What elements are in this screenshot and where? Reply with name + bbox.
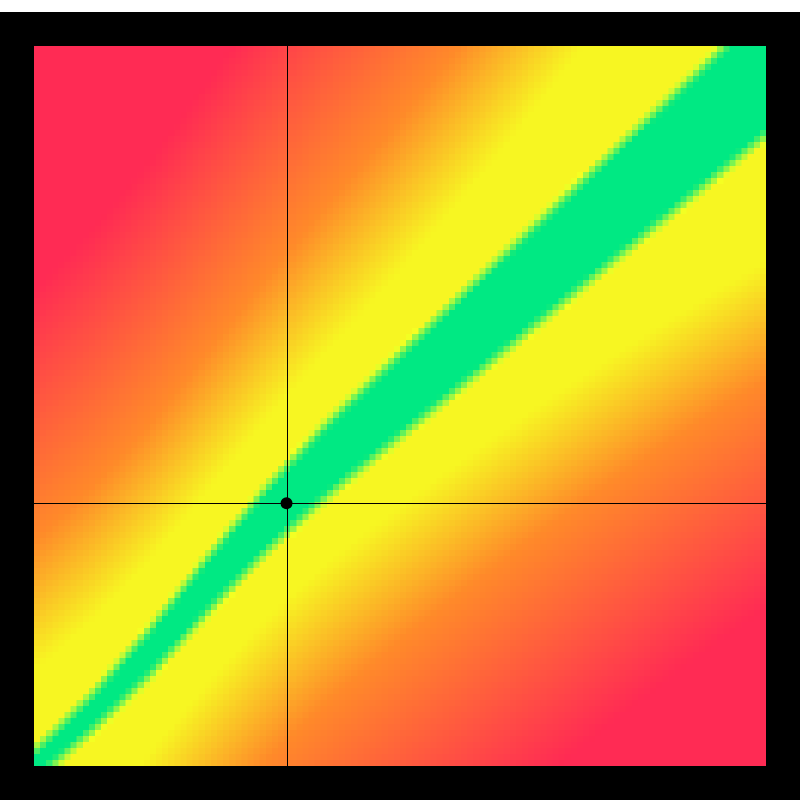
crosshair-overlay xyxy=(34,46,766,766)
chart-frame xyxy=(0,12,800,800)
heatmap-plot xyxy=(34,46,766,766)
